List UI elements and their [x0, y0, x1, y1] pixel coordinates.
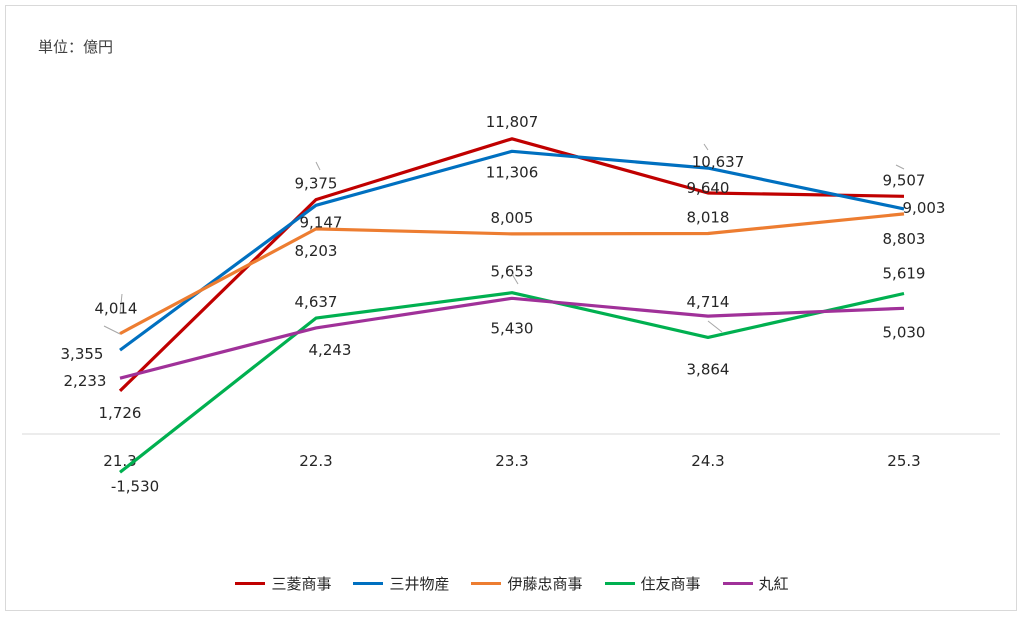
data-label: 5,030 [883, 323, 926, 341]
x-tick-label: 22.3 [299, 452, 332, 470]
data-label: 3,355 [61, 345, 104, 363]
series-line-3 [119, 212, 905, 336]
x-tick-label: 25.3 [887, 452, 920, 470]
series-line-4 [119, 291, 905, 474]
data-label: 3,864 [687, 360, 730, 378]
legend: 三菱商事 三井物産 伊藤忠商事 住友商事 丸紅 [0, 573, 1024, 594]
chart-frame [5, 5, 1017, 611]
leader-line [703, 143, 709, 151]
data-label: 1,726 [99, 404, 142, 422]
data-label: 8,803 [883, 230, 926, 248]
legend-item: 三菱商事 [235, 573, 331, 594]
data-label: 4,014 [95, 300, 138, 318]
data-label: 9,507 [883, 171, 926, 189]
series-line-2 [119, 149, 905, 352]
data-label: 11,306 [486, 163, 539, 181]
data-label: 8,203 [295, 242, 338, 260]
legend-item: 伊藤忠商事 [471, 573, 583, 594]
data-label: 9,003 [903, 199, 946, 217]
data-label: 9,640 [687, 179, 730, 197]
series-line-5 [119, 296, 905, 380]
data-label: 4,243 [309, 341, 352, 359]
legend-label: 三井物産 [389, 575, 450, 593]
data-label: 4,714 [687, 293, 730, 311]
legend-swatch [353, 582, 384, 585]
legend-label: 伊藤忠商事 [507, 575, 583, 593]
data-label: -1,530 [111, 477, 159, 495]
legend-swatch [604, 582, 635, 585]
legend-item: 三井物産 [353, 573, 449, 594]
data-label: 10,637 [692, 153, 745, 171]
data-label: 4,637 [295, 293, 338, 311]
data-label: 5,619 [883, 265, 926, 283]
data-label: 2,233 [64, 372, 107, 390]
leader-line [707, 320, 723, 333]
legend-swatch [235, 582, 266, 585]
legend-item: 住友商事 [604, 573, 701, 594]
leader-line [315, 161, 321, 171]
leader-line [103, 325, 121, 335]
data-label: 11,807 [486, 113, 539, 131]
legend-swatch [722, 582, 753, 585]
leader-line [511, 273, 519, 285]
data-label: 9,375 [295, 175, 338, 193]
legend-label: 三菱商事 [271, 575, 332, 593]
data-label: 5,653 [491, 263, 534, 281]
x-tick-label: 23.3 [495, 452, 528, 470]
unit-label: 単位：億円 [38, 38, 114, 56]
leader-line [895, 164, 905, 170]
x-tick-label: 21.3 [103, 452, 136, 470]
x-tick-label: 24.3 [691, 452, 724, 470]
legend-label: 住友商事 [640, 575, 701, 593]
legend-label: 丸紅 [758, 575, 789, 593]
line-chart: 21.3 22.3 23.3 24.3 25.3 1,726 9,375 11,807 9,6… [22, 113, 1000, 495]
leader-line [119, 293, 123, 315]
data-label: 5,430 [491, 319, 534, 337]
legend-swatch [471, 582, 502, 585]
data-label: 8,005 [491, 209, 534, 227]
data-label: 9,147 [300, 213, 343, 231]
legend-item: 丸紅 [722, 573, 789, 594]
data-label: 8,018 [687, 209, 730, 227]
